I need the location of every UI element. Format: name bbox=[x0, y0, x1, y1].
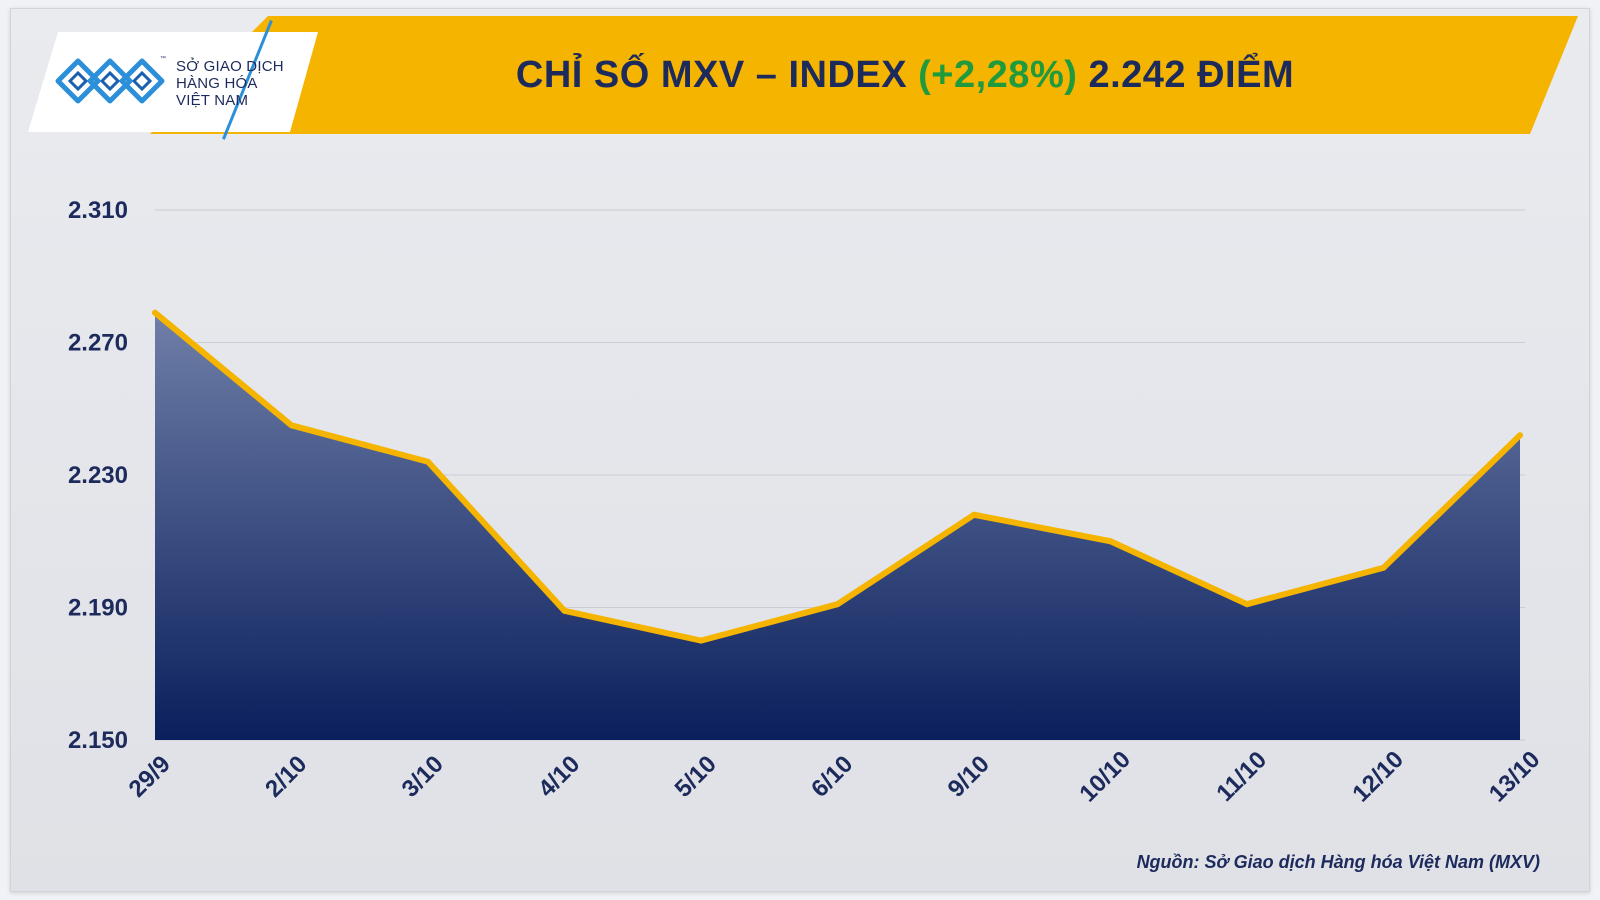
data-point bbox=[561, 607, 568, 614]
y-tick-label: 2.150 bbox=[68, 727, 128, 754]
x-tick-label: 6/10 bbox=[806, 751, 858, 803]
x-tick-label: 9/10 bbox=[943, 751, 995, 803]
data-point bbox=[288, 422, 295, 429]
data-point bbox=[971, 511, 977, 518]
y-tick-label: 2.190 bbox=[68, 595, 128, 622]
data-point bbox=[1244, 601, 1250, 608]
data-point bbox=[698, 637, 704, 644]
x-tick-label: 13/10 bbox=[1484, 746, 1546, 808]
y-tick-label: 2.310 bbox=[68, 197, 128, 224]
x-axis-ticks: 29/9 2/10 3/10 4/10 5/10 6/10 9/10 10/10 11/10 12… bbox=[124, 746, 1546, 808]
area-fill bbox=[155, 312, 1520, 740]
mxv-logo-icon bbox=[55, 58, 165, 104]
logo-text: SỞ GIAO DỊCH HÀNG HÓA VIỆT NAM bbox=[176, 58, 284, 109]
logo-card bbox=[28, 32, 318, 132]
data-point bbox=[1517, 432, 1523, 439]
title-banner bbox=[150, 16, 1578, 134]
trademark-mark: ™ bbox=[160, 56, 166, 62]
data-point bbox=[1380, 564, 1387, 571]
title-main: CHỈ SỐ MXV – INDEX bbox=[515, 54, 919, 96]
data-point bbox=[1107, 538, 1114, 545]
y-axis-ticks: 2.150 2.190 2.230 2.270 2.310 bbox=[68, 197, 128, 754]
y-tick-label: 2.230 bbox=[68, 462, 128, 489]
data-point bbox=[425, 458, 431, 465]
x-tick-label: 5/10 bbox=[670, 751, 722, 803]
data-point bbox=[152, 309, 158, 316]
x-tick-label: 12/10 bbox=[1347, 746, 1409, 808]
x-tick-label: 2/10 bbox=[260, 751, 312, 803]
data-point bbox=[834, 601, 841, 608]
logo-line-1: SỞ GIAO DỊCH bbox=[176, 58, 284, 75]
logo-line-3: VIỆT NAM bbox=[176, 92, 249, 109]
logo-line-2: HÀNG HÓA bbox=[176, 75, 258, 92]
x-tick-label: 3/10 bbox=[397, 751, 449, 803]
title-points: 2.242 ĐIỂM bbox=[1077, 54, 1295, 96]
page-title: CHỈ SỐ MXV – INDEX (+2,28%) 2.242 ĐIỂM bbox=[330, 40, 1480, 110]
title-percent-change: (+2,28%) bbox=[918, 54, 1078, 96]
x-tick-label: 11/10 bbox=[1211, 746, 1272, 807]
source-note: Nguồn: Sở Giao dịch Hàng hóa Việt Nam (M… bbox=[1136, 852, 1540, 872]
y-tick-label: 2.270 bbox=[68, 330, 128, 357]
x-tick-label: 29/9 bbox=[124, 751, 176, 803]
area-series bbox=[152, 309, 1523, 740]
x-tick-label: 4/10 bbox=[533, 751, 585, 803]
x-tick-label: 10/10 bbox=[1074, 746, 1136, 808]
